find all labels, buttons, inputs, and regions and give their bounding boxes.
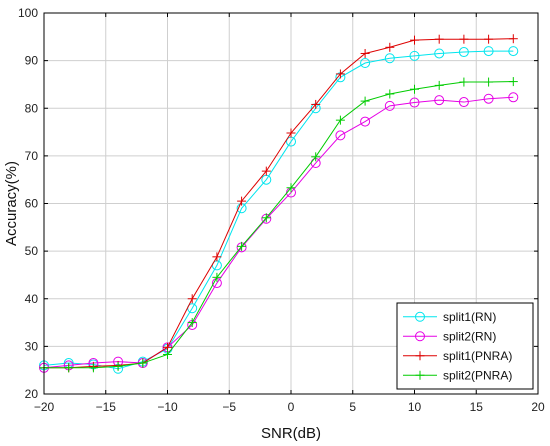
legend-marker	[415, 311, 425, 322]
data-point	[508, 77, 518, 87]
data-point	[261, 213, 271, 223]
legend-entry: split2(PNRA)	[403, 368, 512, 382]
data-point	[409, 50, 420, 61]
axis-ticks: −20 −15 −10 −5 0 5 10 15 20 20 30 40 50 60 70 80 90 100	[18, 6, 545, 414]
y-tick-label: 50	[25, 244, 39, 258]
data-point	[237, 241, 247, 251]
x-tick-label: 0	[288, 400, 295, 414]
data-point	[187, 294, 197, 304]
data-point	[385, 42, 395, 52]
grid-lines	[44, 13, 538, 394]
legend-label: split1(RN)	[443, 310, 496, 324]
data-point	[311, 99, 321, 109]
legend-entry: split2(RN)	[403, 329, 496, 343]
data-point	[64, 363, 74, 373]
data-point	[459, 34, 469, 44]
legend-marker	[415, 370, 425, 380]
legend-label: split2(PNRA)	[443, 368, 512, 382]
data-point	[458, 97, 469, 108]
data-point	[261, 166, 271, 176]
data-point	[384, 100, 395, 111]
data-point	[484, 77, 494, 87]
data-point	[360, 58, 371, 69]
data-point	[458, 47, 469, 58]
legend-label: split2(RN)	[443, 329, 496, 343]
data-point	[286, 128, 296, 138]
data-point	[88, 363, 98, 373]
data-point	[335, 69, 345, 79]
data-point	[187, 318, 197, 328]
y-tick-label: 40	[25, 292, 39, 306]
data-point	[434, 95, 445, 106]
data-point	[434, 80, 444, 90]
data-point	[138, 358, 148, 368]
data-point	[360, 116, 371, 127]
series-line	[44, 81, 514, 369]
legend-entry: split1(RN)	[403, 310, 496, 324]
y-tick-label: 70	[25, 149, 39, 163]
data-point	[163, 349, 172, 359]
legend-marker	[415, 331, 425, 342]
data-point	[360, 96, 370, 106]
data-point	[286, 183, 296, 193]
data-point	[508, 92, 519, 103]
data-point	[508, 46, 519, 57]
data-point	[113, 361, 123, 371]
data-point	[483, 46, 494, 57]
data-point	[410, 84, 419, 94]
data-point	[212, 272, 222, 282]
y-tick-label: 80	[25, 101, 39, 115]
y-tick-label: 30	[25, 339, 39, 353]
y-tick-label: 60	[25, 197, 39, 211]
legend-marker	[415, 351, 425, 361]
y-tick-label: 100	[18, 6, 38, 20]
data-point	[410, 35, 419, 45]
x-tick-label: 15	[470, 400, 484, 414]
data-point	[311, 152, 321, 162]
x-tick-label: 5	[349, 400, 356, 414]
data-point	[335, 130, 346, 141]
data-point	[212, 252, 222, 262]
legend-entry: split1(PNRA)	[403, 349, 512, 363]
x-tick-label: 20	[531, 400, 545, 414]
y-tick-label: 20	[25, 387, 39, 401]
data-point	[508, 34, 518, 44]
x-tick-label: −5	[222, 400, 236, 414]
data-point	[484, 34, 494, 44]
series-3	[39, 77, 518, 373]
data-point	[459, 77, 469, 87]
series-layer	[39, 34, 519, 374]
data-point	[335, 115, 345, 125]
x-axis-label: SNR(dB)	[261, 425, 321, 442]
data-point	[237, 196, 247, 206]
data-point	[434, 34, 444, 44]
legend-label: split1(PNRA)	[443, 349, 512, 363]
x-tick-label: −20	[34, 400, 55, 414]
data-point	[483, 93, 494, 104]
x-tick-label: 10	[408, 400, 422, 414]
legend: split1(RN) split2(RN) split1(PNRA) split2(P…	[396, 302, 534, 390]
data-point	[360, 48, 370, 58]
x-tick-label: −15	[96, 400, 117, 414]
data-point	[384, 53, 395, 64]
data-point	[385, 89, 395, 99]
y-tick-label: 90	[25, 54, 39, 68]
data-point	[434, 48, 445, 59]
y-axis-label: Accuracy(%)	[3, 161, 20, 246]
x-tick-label: −10	[157, 400, 178, 414]
data-point	[409, 97, 420, 108]
